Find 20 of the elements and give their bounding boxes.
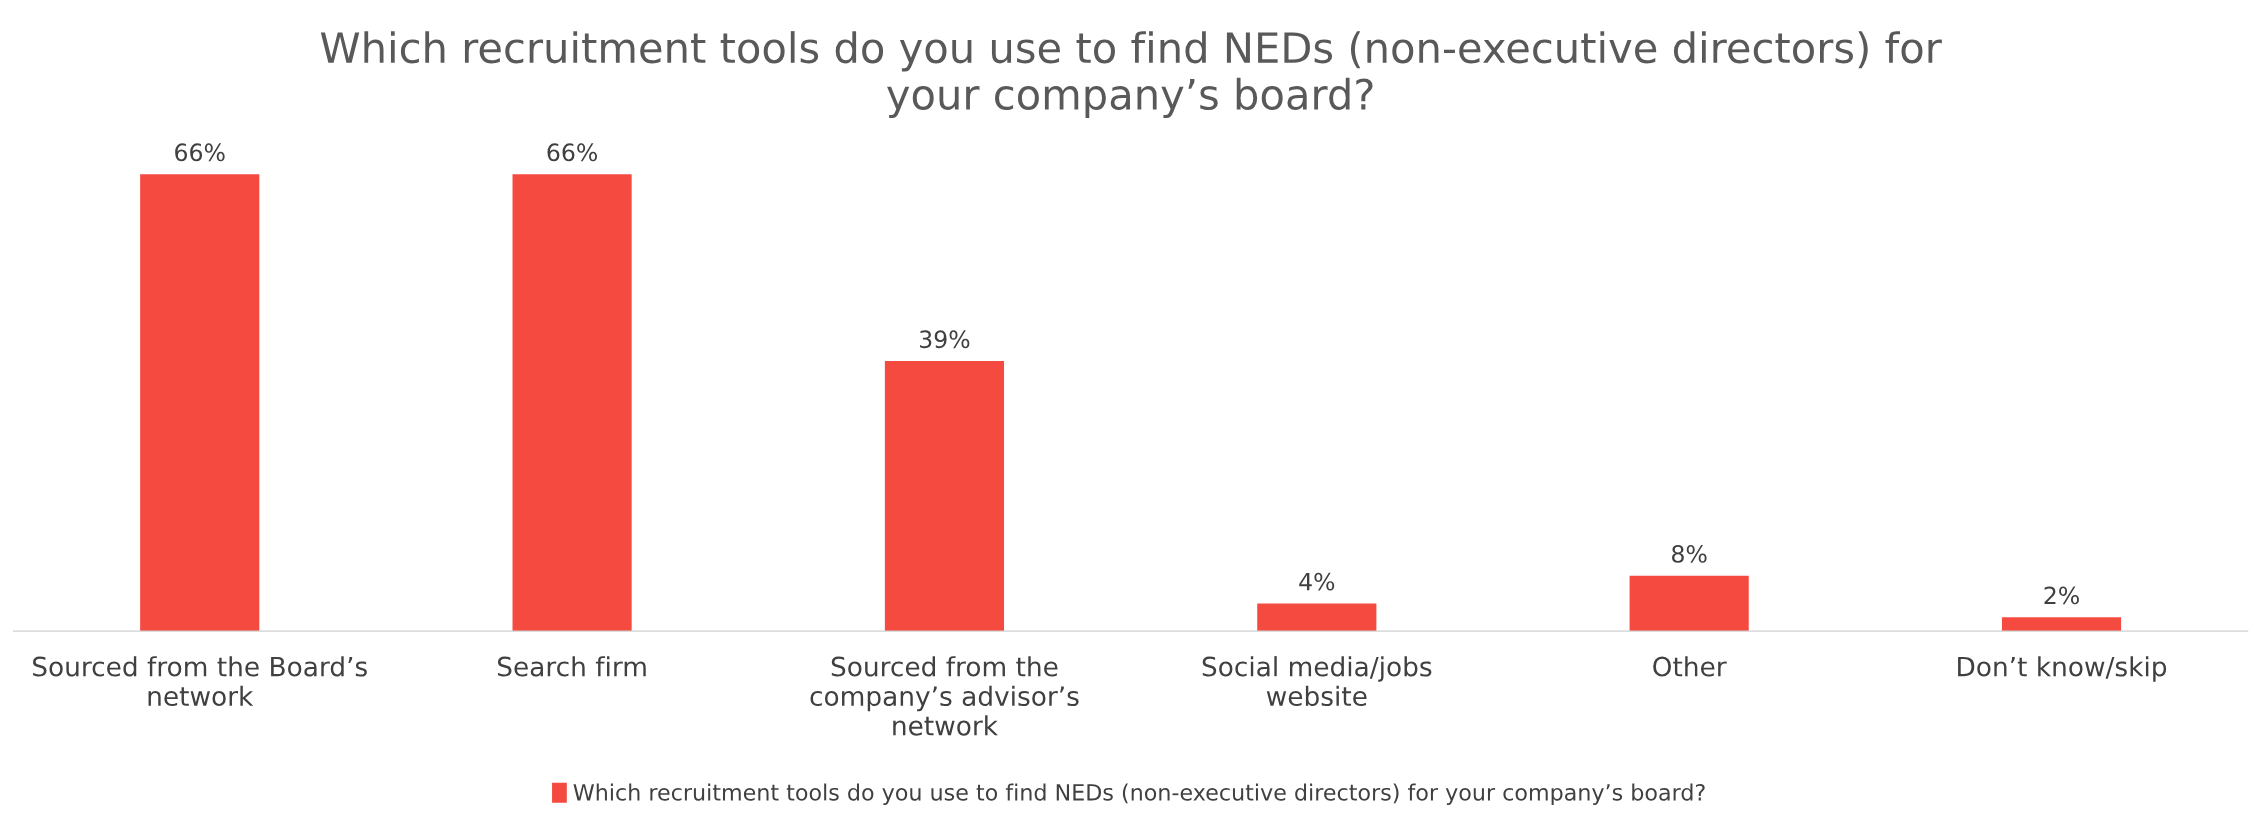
- x-tick-label: Search firm: [497, 656, 646, 677]
- x-tick-label: Sourced from the Board’s network: [33, 656, 367, 707]
- bar: [2001, 617, 2122, 632]
- x-tick-label: Sourced from the company’s advisor’s network: [810, 656, 1079, 736]
- data-label: 39%: [920, 330, 970, 349]
- chart-title: Which recruitment tools do you use to find NEDs (non-executive directors) for your company’s board?: [320, 31, 1942, 119]
- bar: [512, 174, 632, 632]
- bar: [884, 361, 1005, 632]
- data-label: 66%: [547, 143, 598, 162]
- bar: [1629, 575, 1749, 632]
- x-tick-label: Don’t know/skip: [1958, 656, 2167, 682]
- bar: [140, 174, 260, 632]
- x-tick-label: Other: [1653, 656, 1727, 677]
- legend-label: Which recruitment tools do you use to find NEDs (non-executive directors) for your company’s board?: [573, 783, 1705, 805]
- x-tick-label: Social media/jobs website: [1202, 656, 1432, 707]
- data-label: 66%: [175, 143, 225, 162]
- data-label: 2%: [2044, 586, 2079, 605]
- data-label: 8%: [1672, 544, 1707, 563]
- bar: [1257, 603, 1377, 632]
- data-label: 4%: [1299, 572, 1335, 591]
